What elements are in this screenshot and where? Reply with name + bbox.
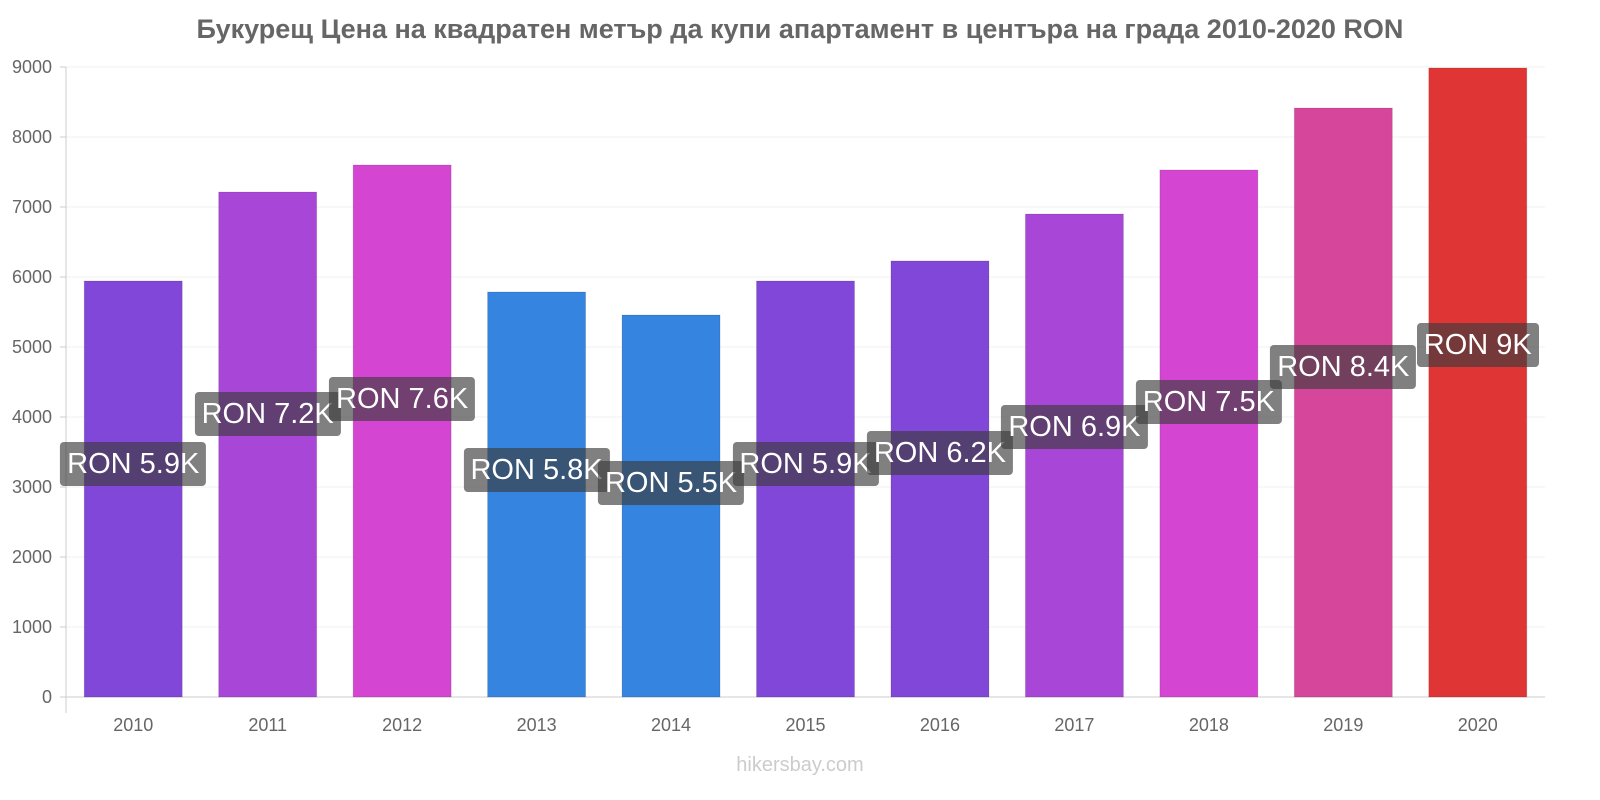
data-label-2012: RON 7.6K (329, 377, 476, 422)
bar-2010 (83, 280, 183, 698)
bar-2018 (1159, 169, 1259, 698)
x-tick-label: 2014 (651, 715, 691, 735)
bar-2012 (352, 164, 452, 698)
data-label-2017: RON 6.9K (1001, 404, 1148, 449)
data-label-2010: RON 5.9K (60, 442, 207, 487)
x-tick-label: 2016 (920, 715, 960, 735)
x-tick-label: 2018 (1189, 715, 1229, 735)
y-tick-label: 6000 (12, 267, 52, 287)
x-tick-label: 2012 (382, 715, 422, 735)
data-label-2015: RON 5.9K (732, 442, 879, 487)
bar-2015 (756, 280, 855, 698)
y-tick-label: 2000 (12, 547, 52, 567)
y-tick-label: 4000 (12, 407, 52, 427)
data-label-2013: RON 5.8K (463, 448, 610, 493)
x-tick-label: 2017 (1054, 715, 1094, 735)
y-tick-label: 8000 (12, 127, 52, 147)
data-label-2014: RON 5.5K (597, 461, 745, 506)
data-label-2019: RON 8.4K (1270, 345, 1417, 390)
y-tick-label: 9000 (12, 57, 52, 77)
x-tick-label: 2020 (1458, 715, 1498, 735)
bar-2011 (218, 191, 318, 698)
data-label-2016: RON 6.2K (866, 430, 1014, 475)
footer-watermark[interactable]: hikersbay.com (736, 754, 864, 776)
y-tick-label: 1000 (12, 617, 52, 637)
y-tick-label: 5000 (12, 337, 52, 357)
data-label-2020: RON 9K (1416, 322, 1539, 367)
y-tick-label: 0 (42, 687, 52, 707)
x-tick-label: 2015 (785, 715, 825, 735)
bar-2016 (890, 260, 990, 698)
x-tick-label: 2010 (113, 715, 153, 735)
y-tick-label: 7000 (12, 197, 52, 217)
y-tick-label: 3000 (12, 477, 52, 497)
bar-2014 (621, 314, 721, 698)
bar-2017 (1024, 213, 1124, 698)
data-label-2018: RON 7.5K (1135, 379, 1282, 424)
x-tick-label: 2011 (248, 715, 287, 735)
x-tick-label: 2013 (517, 715, 557, 735)
data-label-2011: RON 7.2K (194, 392, 341, 437)
bar-2019 (1293, 107, 1393, 698)
bar-2013 (487, 291, 587, 698)
x-tick-label: 2019 (1323, 715, 1363, 735)
chart-title: Букурещ Цена на квадратен метър да купи … (196, 14, 1404, 44)
bar-2020 (1428, 67, 1528, 698)
